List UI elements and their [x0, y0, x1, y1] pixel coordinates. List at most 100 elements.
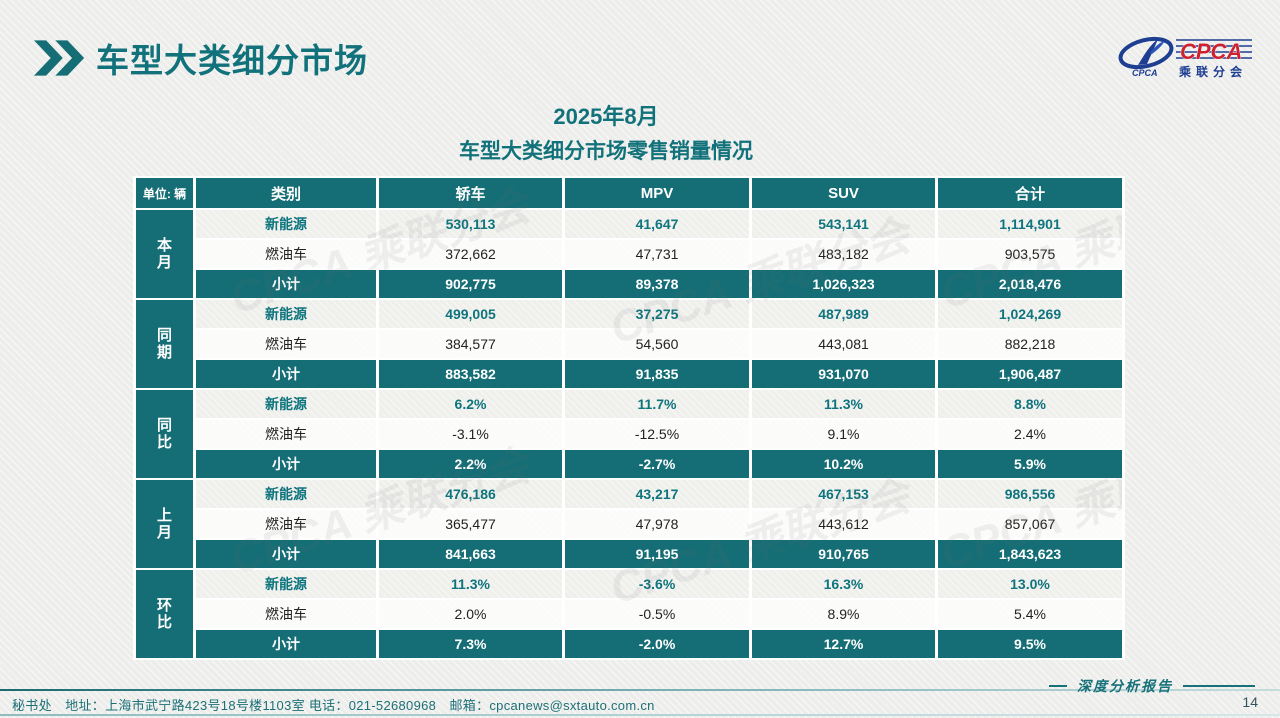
table-row: 燃油车 372,662 47,731 483,182 903,575	[135, 238, 1125, 270]
footer-contact: 秘书处 地址：上海市武宁路423号18号楼1103室 电话：021-526809…	[12, 698, 655, 713]
page-header: 车型大类细分市场	[34, 34, 368, 82]
table-row: 本月新能源 530,113 41,647 543,141 1,114,901	[133, 208, 1125, 300]
category-cell: 新能源	[193, 388, 379, 420]
value-cell: 13.0%	[935, 568, 1125, 600]
value-cell: 1,114,901	[935, 208, 1125, 240]
footer-bottom-line	[0, 714, 1280, 716]
value-cell: 1,024,269	[935, 298, 1125, 330]
table-title-line1: 2025年8月	[553, 104, 659, 129]
value-cell: 12.7%	[749, 628, 938, 660]
value-cell: 902,775	[376, 268, 565, 300]
column-header-category: 类别	[193, 176, 379, 210]
row-group-label: 上月	[133, 478, 196, 570]
value-cell: 2.2%	[376, 448, 565, 480]
value-cell: 857,067	[935, 508, 1125, 540]
page-title: 车型大类细分市场	[96, 42, 368, 79]
logo-stripes	[1176, 39, 1252, 59]
value-cell: 43,217	[562, 478, 752, 510]
value-cell: 903,575	[935, 238, 1125, 270]
value-cell: 47,978	[562, 508, 752, 540]
row-group-label: 同期	[133, 298, 196, 390]
table-row: 同期新能源 499,005 37,275 487,989 1,024,269	[133, 298, 1125, 390]
table-row: 燃油车 365,477 47,978 443,612 857,067	[135, 508, 1125, 540]
category-cell: 小计	[193, 628, 379, 660]
value-cell: 1,906,487	[935, 358, 1125, 390]
footer-divider	[0, 689, 1280, 691]
category-cell: 小计	[193, 448, 379, 480]
value-cell: 47,731	[562, 238, 752, 270]
value-cell: 883,582	[376, 358, 565, 390]
category-cell: 燃油车	[193, 598, 379, 630]
table-row: 燃油车 384,577 54,560 443,081 882,218	[135, 328, 1125, 360]
value-cell: 7.3%	[376, 628, 565, 660]
value-cell: 476,186	[376, 478, 565, 510]
logo-brand-text: CPCA	[1180, 39, 1242, 64]
logo-emblem-caption: CPCA	[1132, 68, 1158, 78]
column-header-sedan: 轿车	[376, 176, 565, 210]
unit-label-cell: 单位: 辆	[133, 176, 196, 210]
value-cell: 2.4%	[935, 418, 1125, 450]
category-cell: 燃油车	[193, 418, 379, 450]
value-cell: 443,081	[749, 328, 938, 360]
value-cell: 487,989	[749, 298, 938, 330]
value-cell: 483,182	[749, 238, 938, 270]
value-cell: 9.1%	[749, 418, 938, 450]
value-cell: 882,218	[935, 328, 1125, 360]
report-type-label: 深度分析报告	[1049, 676, 1255, 696]
value-cell: 8.8%	[935, 388, 1125, 420]
category-cell: 新能源	[193, 568, 379, 600]
table-row: 燃油车 -3.1% -12.5% 9.1% 2.4%	[135, 418, 1125, 450]
double-chevron-icon	[34, 40, 85, 76]
category-cell: 燃油车	[193, 238, 379, 270]
value-cell: 16.3%	[749, 568, 938, 600]
table-row: 小计 841,663 91,195 910,765 1,843,623	[135, 538, 1125, 570]
cpca-emblem-icon: CPCA	[1118, 36, 1174, 78]
category-cell: 小计	[193, 268, 379, 300]
value-cell: -2.7%	[562, 448, 752, 480]
value-cell: 365,477	[376, 508, 565, 540]
value-cell: 443,612	[749, 508, 938, 540]
value-cell: 10.2%	[749, 448, 938, 480]
table-row: 同比新能源 6.2% 11.7% 11.3% 8.8%	[133, 388, 1125, 480]
value-cell: 986,556	[935, 478, 1125, 510]
value-cell: 37,275	[562, 298, 752, 330]
value-cell: 9.5%	[935, 628, 1125, 660]
value-cell: 384,577	[376, 328, 565, 360]
column-header-suv: SUV	[749, 176, 938, 210]
table-row: 小计 7.3% -2.0% 12.7% 9.5%	[135, 628, 1125, 660]
value-cell: -3.1%	[376, 418, 565, 450]
row-group-label: 环比	[133, 568, 196, 660]
table-row: 环比新能源 11.3% -3.6% 16.3% 13.0%	[133, 568, 1125, 660]
column-header-mpv: MPV	[562, 176, 752, 210]
value-cell: 91,195	[562, 538, 752, 570]
table-header-row: 单位: 辆 类别 轿车 MPV SUV 合计	[133, 176, 1125, 210]
value-cell: 2,018,476	[935, 268, 1125, 300]
cpca-logo: CPCA CPCA 乘联分会	[1118, 36, 1252, 79]
logo-brand-subtext: 乘联分会	[1178, 64, 1247, 79]
table-row: 小计 902,775 89,378 1,026,323 2,018,476	[135, 268, 1125, 300]
value-cell: 372,662	[376, 238, 565, 270]
value-cell: 499,005	[376, 298, 565, 330]
value-cell: 11.3%	[749, 388, 938, 420]
category-cell: 燃油车	[193, 508, 379, 540]
value-cell: 41,647	[562, 208, 752, 240]
category-cell: 小计	[193, 358, 379, 390]
category-cell: 新能源	[193, 208, 379, 240]
category-cell: 新能源	[193, 478, 379, 510]
row-group-label: 本月	[133, 208, 196, 300]
value-cell: -2.0%	[562, 628, 752, 660]
sales-table-container: 单位: 辆 类别 轿车 MPV SUV 合计 本月新能源 530,113 41,64…	[133, 176, 1125, 660]
value-cell: 11.3%	[376, 568, 565, 600]
category-cell: 新能源	[193, 298, 379, 330]
value-cell: 910,765	[749, 538, 938, 570]
table-row: 小计 883,582 91,835 931,070 1,906,487	[135, 358, 1125, 390]
value-cell: 6.2%	[376, 388, 565, 420]
value-cell: 5.4%	[935, 598, 1125, 630]
value-cell: 5.9%	[935, 448, 1125, 480]
page-number: 14	[1242, 694, 1258, 710]
table-title-line2: 车型大类细分市场零售销量情况	[459, 140, 753, 163]
value-cell: 89,378	[562, 268, 752, 300]
value-cell: 2.0%	[376, 598, 565, 630]
category-cell: 燃油车	[193, 328, 379, 360]
